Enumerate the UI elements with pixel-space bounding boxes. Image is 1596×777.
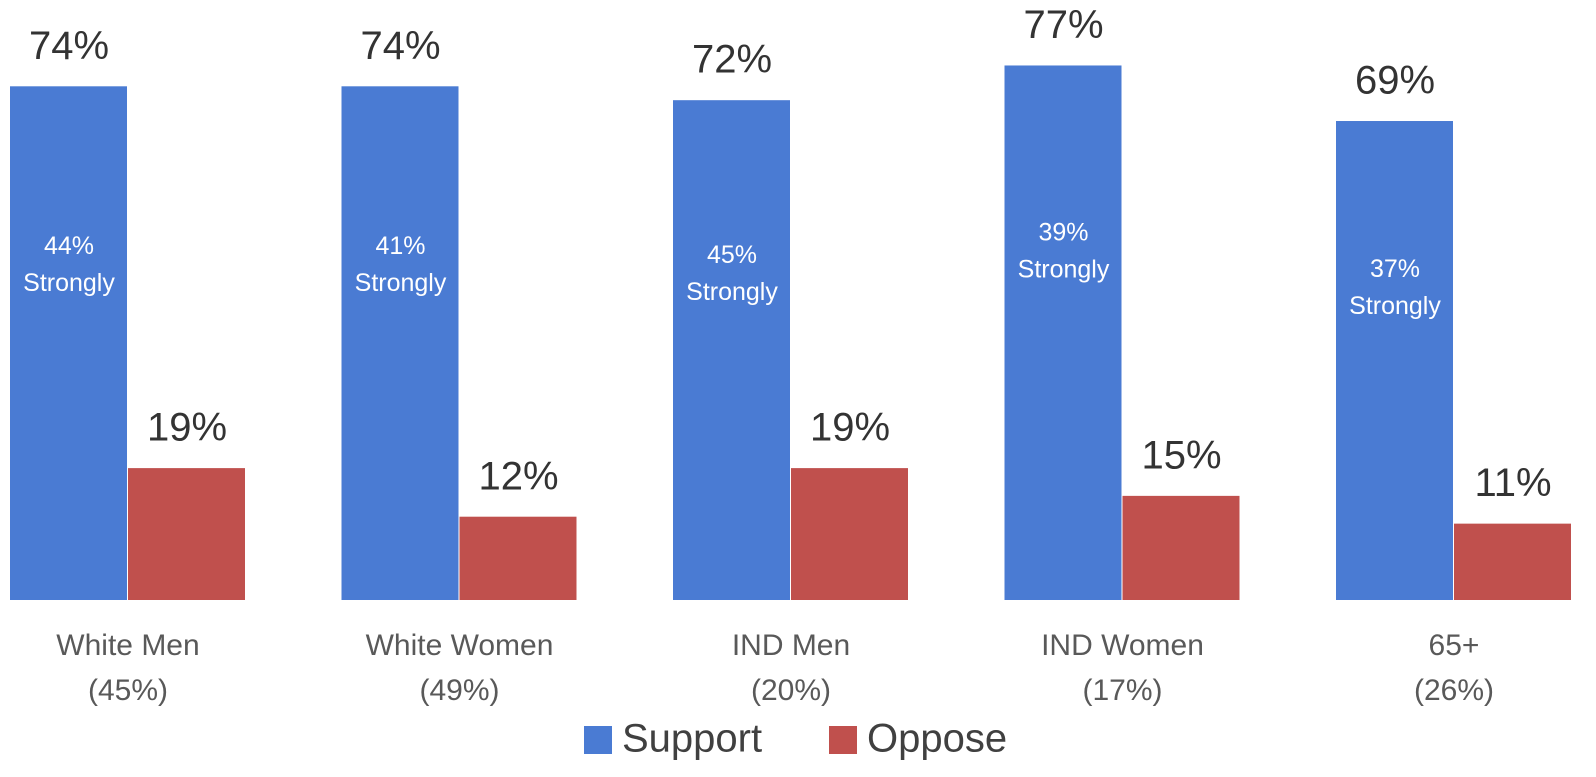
bar <box>459 516 577 600</box>
bar <box>1336 121 1453 600</box>
inner-label: Strongly <box>686 278 778 306</box>
x-tick-label: (49%) <box>419 674 499 707</box>
bar <box>791 468 908 600</box>
inner-label: 39% <box>1038 219 1088 247</box>
inner-label: 44% <box>44 232 94 260</box>
inner-label: Strongly <box>1018 256 1110 284</box>
value-label: 74% <box>360 24 440 68</box>
value-label: 77% <box>1023 3 1103 47</box>
bar <box>1454 523 1571 600</box>
inner-label: Strongly <box>1349 292 1441 320</box>
bar <box>673 100 790 601</box>
value-label: 69% <box>1355 59 1435 103</box>
inner-label: Strongly <box>355 269 447 297</box>
value-label: 74% <box>29 24 109 68</box>
inner-label: Strongly <box>23 269 115 297</box>
value-label: 19% <box>810 406 890 450</box>
inner-label: 41% <box>375 232 425 260</box>
bar <box>341 86 459 601</box>
x-tick-label: White Men <box>56 629 199 662</box>
legend-label: Oppose <box>867 717 1007 761</box>
x-tick-label: 65+ <box>1429 629 1480 662</box>
x-tick-label: White Women <box>366 629 554 662</box>
value-label: 19% <box>147 406 227 450</box>
legend-swatch <box>584 726 612 754</box>
bar <box>10 86 127 601</box>
x-tick-label: IND Women <box>1041 629 1204 662</box>
value-label: 11% <box>1474 461 1551 505</box>
inner-label: 45% <box>707 241 757 269</box>
inner-label: 37% <box>1370 255 1420 283</box>
x-tick-label: (17%) <box>1082 674 1162 707</box>
x-tick-label: (20%) <box>751 674 831 707</box>
bar <box>1122 495 1240 600</box>
bar <box>1004 65 1122 600</box>
value-label: 12% <box>478 454 558 498</box>
x-tick-label: (26%) <box>1414 674 1494 707</box>
bar <box>128 468 245 600</box>
value-label: 72% <box>692 38 772 82</box>
legend-swatch <box>829 726 857 754</box>
x-tick-label: IND Men <box>732 629 850 662</box>
value-label: 15% <box>1141 433 1221 477</box>
legend-label: Support <box>622 717 762 761</box>
x-tick-label: (45%) <box>88 674 168 707</box>
